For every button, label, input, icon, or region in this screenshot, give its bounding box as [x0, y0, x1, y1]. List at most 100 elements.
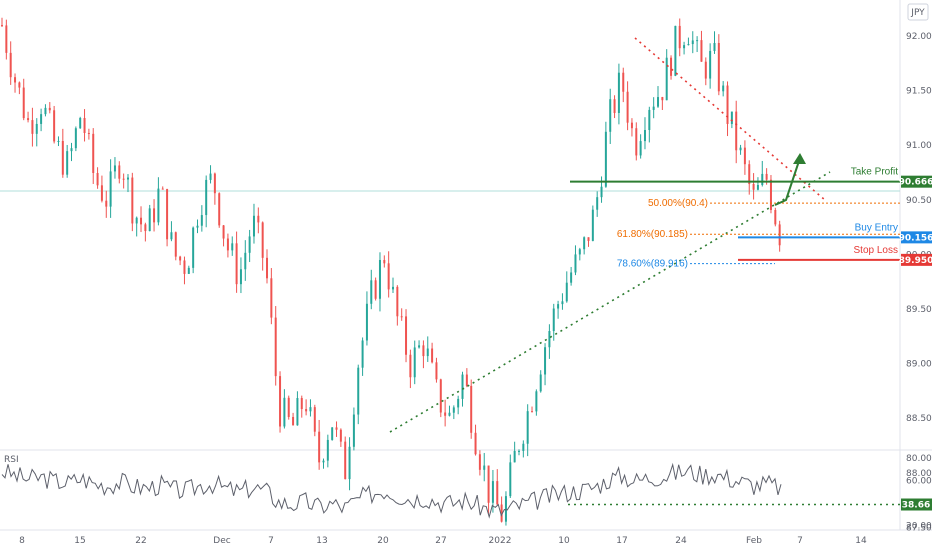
candle-body	[339, 429, 342, 442]
candle-body	[613, 99, 616, 113]
candle-body	[322, 460, 325, 463]
symbol-badge[interactable]	[907, 3, 929, 21]
candle-body	[522, 443, 525, 451]
candle-body	[261, 222, 264, 258]
candle-body	[557, 304, 560, 309]
price-tick-label: 88.50	[906, 414, 932, 424]
candle-body	[665, 57, 668, 101]
price-tick-label: 91.00	[906, 141, 932, 151]
candle-body	[713, 42, 716, 51]
candle-body	[300, 398, 303, 410]
symbol-badge-label: JPY	[910, 8, 925, 18]
candle-body	[439, 379, 442, 413]
candle-body	[213, 173, 216, 194]
candle-body	[313, 407, 316, 432]
candle-body	[270, 278, 273, 318]
candle-body	[652, 106, 655, 110]
candle-body	[357, 367, 360, 415]
time-tick-label: Feb	[746, 536, 762, 546]
candle-body	[474, 432, 477, 455]
candle-body	[409, 354, 412, 378]
candle-body	[100, 185, 103, 201]
candle-body	[591, 209, 594, 241]
time-tick-label: 7	[268, 536, 274, 546]
candle-body	[244, 252, 247, 270]
candle-body	[287, 397, 290, 417]
candle-body	[144, 224, 147, 232]
candle-body	[387, 263, 390, 290]
candle-body	[691, 40, 694, 45]
candle-body	[248, 236, 251, 253]
candle-body	[470, 385, 473, 433]
candle-body	[657, 97, 660, 107]
candle-body	[752, 184, 755, 190]
rsi-badge	[901, 498, 932, 511]
candle-body	[192, 227, 195, 268]
candle-body	[444, 412, 447, 416]
candle-body	[435, 362, 438, 380]
candle-body	[296, 398, 299, 426]
candle-body	[279, 376, 282, 427]
candle-body	[305, 409, 308, 412]
candle-body	[726, 85, 729, 124]
price-tick-label: 89.50	[906, 305, 932, 315]
candle-body	[761, 173, 764, 185]
candle-body	[596, 197, 599, 210]
time-tick-label: 2022	[489, 536, 512, 546]
candle-body	[126, 177, 129, 180]
candle-body	[396, 286, 399, 317]
candle-body	[14, 77, 17, 83]
candle-body	[548, 331, 551, 348]
candle-body	[583, 237, 586, 250]
rsi-label: RSI	[4, 455, 19, 465]
candle-body	[218, 193, 221, 226]
candle-body	[561, 301, 564, 305]
candle-body	[478, 454, 481, 470]
candle-body	[378, 259, 381, 299]
candle-body	[118, 165, 121, 179]
candle-body	[318, 431, 321, 463]
candle-body	[743, 147, 746, 165]
candle-body	[361, 340, 364, 368]
candle-body	[448, 412, 451, 416]
time-tick-label: 27	[435, 536, 446, 546]
candle-body	[179, 256, 182, 261]
time-tick-label: Dec	[213, 536, 230, 546]
time-tick-label: 8	[19, 536, 25, 546]
candle-body	[513, 450, 516, 463]
candle-body	[674, 25, 677, 76]
candle-body	[96, 172, 99, 186]
candle-body	[730, 111, 733, 124]
fib-label: 61.80%(90.185)	[617, 229, 688, 240]
candle-body	[153, 208, 156, 223]
candle-body	[609, 99, 612, 132]
candle-body	[670, 57, 673, 76]
candle-body	[452, 407, 455, 413]
rsi-badge-label: 38.66	[902, 501, 930, 511]
time-tick-label: 7	[797, 536, 803, 546]
candle-body	[739, 147, 742, 151]
candle-body	[157, 188, 160, 223]
candle-body	[274, 317, 277, 377]
time-tick-label: 14	[855, 536, 867, 546]
candle-body	[344, 441, 347, 480]
candle-body	[700, 40, 703, 62]
projection-arrow	[774, 157, 801, 206]
price-tick-label: 89.00	[906, 360, 932, 370]
candle-body	[331, 427, 334, 440]
candle-body	[539, 374, 542, 392]
price-pane: 92.0091.5091.0090.5090.0089.5089.0088.50…	[0, 0, 932, 533]
candle-body	[83, 117, 86, 133]
candle-body	[683, 45, 686, 49]
candle-body	[578, 249, 581, 255]
price-tick-label: 91.50	[906, 87, 932, 97]
candle-body	[491, 481, 494, 503]
candle-body	[87, 132, 90, 134]
candle-body	[765, 173, 768, 180]
candle-body	[257, 215, 260, 223]
candle-body	[687, 44, 690, 46]
candle-body	[535, 391, 538, 412]
fib-label: 50.00%(90.4)	[648, 198, 708, 209]
